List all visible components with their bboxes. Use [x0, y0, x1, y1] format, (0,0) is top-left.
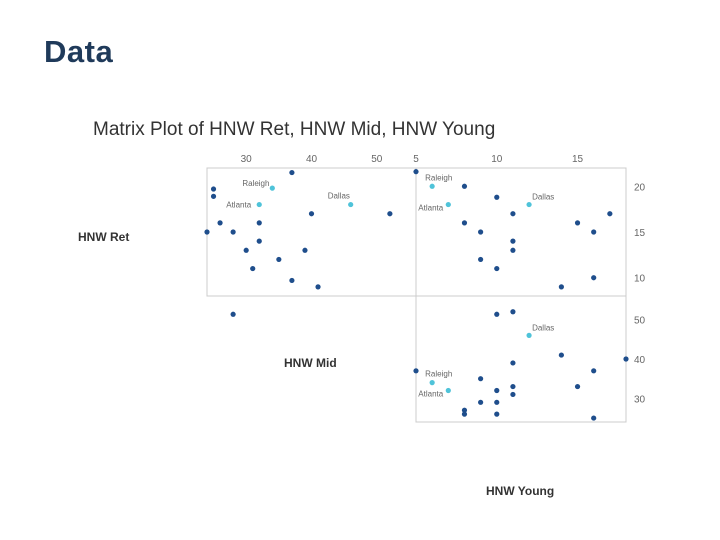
scatter-point — [210, 193, 217, 199]
point-label: Dallas — [328, 192, 350, 201]
highlighted-point — [429, 380, 435, 386]
tick-label: 40 — [306, 154, 318, 165]
highlighted-point — [445, 201, 451, 208]
scatter-point — [461, 407, 468, 413]
scatter-point — [591, 415, 597, 421]
scatter-point — [243, 247, 249, 253]
scatter-point — [574, 383, 581, 390]
highlighted-point — [526, 201, 532, 208]
scatter-point — [478, 229, 484, 235]
scatter-point — [510, 247, 516, 253]
highlighted-point — [429, 183, 435, 189]
scatter-point — [494, 265, 500, 272]
scatter-point — [510, 383, 516, 390]
variable-label: HNW Mid — [284, 356, 337, 370]
chart-title: Matrix Plot of HNW Ret, HNW Mid, HNW You… — [93, 119, 495, 140]
scatter-point — [591, 275, 597, 281]
point-label: Atlanta — [226, 201, 251, 210]
panel-frame — [206, 167, 417, 297]
scatter-point — [413, 368, 419, 374]
panel-frames — [206, 167, 627, 423]
scatter-point — [461, 183, 468, 189]
highlighted-point — [348, 201, 354, 208]
point-label: Dallas — [532, 323, 554, 332]
scatter-point — [510, 360, 516, 366]
scatter-point — [494, 387, 500, 394]
scatter-point — [591, 229, 597, 235]
tick-label: 10 — [634, 274, 646, 285]
tick-label: 5 — [413, 154, 419, 165]
scatter-point — [574, 220, 581, 226]
tick-label: 40 — [634, 355, 646, 366]
point-label: Atlanta — [418, 390, 443, 399]
tick-label: 15 — [572, 154, 584, 165]
highlighted-point — [269, 185, 275, 191]
scatter-point — [289, 277, 295, 284]
scatter-point — [494, 411, 500, 417]
variable-label: HNW Ret — [78, 230, 129, 244]
scatter-point — [558, 284, 564, 290]
tick-labels: 30 40 50 5 10 15 10 15 20 30 40 50 — [241, 154, 646, 405]
scatter-point — [217, 220, 223, 226]
scatter-point — [302, 247, 308, 253]
point-label: Atlanta — [418, 204, 443, 213]
point-label: Raleigh — [425, 173, 452, 182]
highlighted-point — [445, 387, 451, 394]
point-label: Raleigh — [425, 370, 452, 379]
scatter-point — [591, 368, 597, 374]
scatter-point — [413, 169, 419, 175]
scatter-point — [510, 309, 516, 315]
highlighted-point — [256, 201, 262, 208]
scatter-point — [210, 186, 217, 192]
variable-labels: HNW Ret HNW Mid HNW Young — [78, 230, 554, 498]
scatter-point — [250, 265, 256, 272]
scatter-point — [308, 211, 315, 217]
scatter-point — [204, 229, 210, 235]
scatter-point — [276, 256, 282, 263]
scatter-point — [461, 411, 468, 417]
scatter-point — [510, 238, 516, 244]
scatter-point — [289, 169, 295, 176]
data-points: Raleigh Dallas Atlanta Raleigh Dallas Atlanta… — [204, 169, 629, 421]
scatter-point — [230, 229, 236, 235]
scatter-point — [623, 356, 629, 362]
tick-label: 30 — [241, 154, 253, 165]
scatter-point — [558, 352, 564, 358]
scatter-point — [494, 399, 500, 405]
scatter-point — [607, 211, 613, 217]
scatter-point — [478, 376, 484, 382]
tick-label: 20 — [634, 182, 646, 193]
scatter-point — [387, 211, 393, 217]
scatter-point — [315, 284, 321, 290]
tick-label: 50 — [371, 154, 383, 165]
scatter-point — [256, 220, 262, 226]
tick-label: 30 — [634, 394, 646, 405]
scatter-point — [478, 399, 484, 405]
slide-title: Data — [44, 34, 114, 69]
tick-label: 50 — [634, 316, 646, 327]
tick-label: 10 — [491, 154, 503, 165]
tick-label: 15 — [634, 228, 646, 239]
highlighted-point — [526, 332, 532, 338]
scatter-point — [494, 194, 500, 200]
point-label: Dallas — [532, 193, 554, 202]
scatter-point — [494, 311, 500, 317]
scatter-point — [461, 220, 468, 226]
scatter-point — [510, 391, 516, 398]
scatter-point — [510, 211, 516, 217]
panel-frame — [415, 295, 627, 423]
scatter-point — [256, 238, 262, 244]
point-label: Raleigh — [242, 179, 269, 188]
scatter-point — [230, 311, 236, 317]
scatter-point — [478, 256, 484, 263]
variable-label: HNW Young — [486, 484, 554, 498]
